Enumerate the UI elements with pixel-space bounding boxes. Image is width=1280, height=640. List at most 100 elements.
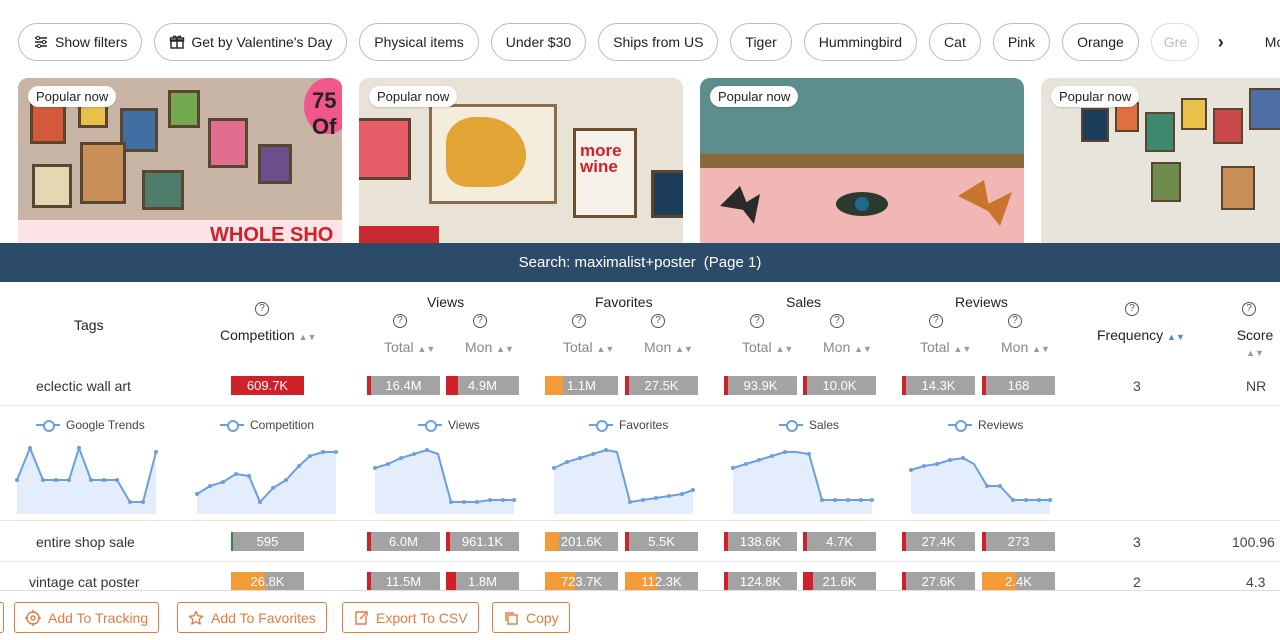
- legend-google-trends: Google Trends: [36, 418, 145, 432]
- export-csv-button[interactable]: Export To CSV: [342, 602, 479, 633]
- bar-accent: [803, 376, 807, 395]
- legend-marker-icon: [589, 420, 613, 432]
- sort-arrows-icon: ▲▼: [1032, 344, 1050, 354]
- sub-label: Mon: [823, 339, 851, 355]
- sort-arrows-icon: ▲▼: [1246, 348, 1264, 358]
- fav-total-bar: 723.7K: [545, 572, 618, 590]
- green-chip[interactable]: Gre: [1150, 23, 1199, 61]
- listing-card[interactable]: more wine Popular now: [359, 78, 683, 258]
- legend-marker-icon: [418, 420, 442, 432]
- help-icon[interactable]: ?: [1008, 314, 1022, 328]
- sort-dropdown[interactable]: Most: [1264, 34, 1280, 50]
- help-icon[interactable]: ?: [830, 314, 844, 328]
- help-icon[interactable]: ?: [1242, 302, 1256, 316]
- bar-value: 112.3K: [641, 574, 682, 589]
- bar-accent: [367, 532, 371, 551]
- legend-label: Reviews: [978, 418, 1024, 432]
- bar-value: 6.0M: [389, 534, 418, 549]
- fav-mon-sort[interactable]: Mon ▲▼: [644, 339, 693, 355]
- bar-accent: [724, 532, 728, 551]
- listing-grid: 75 Of WHOLE SHO Popular now more wine Po…: [18, 78, 1280, 258]
- bar-accent: [803, 532, 807, 551]
- rev-mon-bar: 168: [982, 376, 1055, 395]
- legend-marker-icon: [948, 420, 972, 432]
- bar-accent: [902, 532, 906, 551]
- button-label: Copy: [526, 609, 559, 626]
- chip-label: Under $30: [505, 34, 572, 50]
- bar-accent: [982, 572, 1016, 590]
- rev-total-sort[interactable]: Total ▲▼: [920, 339, 971, 355]
- help-icon[interactable]: ?: [473, 314, 487, 328]
- ships-from-us-chip[interactable]: Ships from US: [598, 23, 719, 61]
- help-icon[interactable]: ?: [929, 314, 943, 328]
- bar-accent: [625, 376, 629, 395]
- frequency-cell: 3: [1133, 378, 1141, 394]
- views-total-sort[interactable]: Total ▲▼: [384, 339, 435, 355]
- copy-button[interactable]: Copy: [492, 602, 570, 633]
- sort-arrows-icon: ▲▼: [1167, 332, 1185, 342]
- score-header[interactable]: Score ▲▼: [1230, 327, 1280, 359]
- show-filters-chip[interactable]: Show filters: [18, 23, 143, 61]
- rev-mon-sort[interactable]: Mon ▲▼: [1001, 339, 1050, 355]
- table-row[interactable]: entire shop sale 595 6.0M 961.1K 201.6K …: [0, 522, 1280, 562]
- help-icon[interactable]: ?: [750, 314, 764, 328]
- add-to-tracking-button[interactable]: Add To Tracking: [14, 602, 160, 633]
- tiger-chip[interactable]: Tiger: [730, 23, 792, 61]
- target-icon: [25, 609, 41, 626]
- bar-value: 26.8K: [250, 574, 285, 589]
- frequency-header[interactable]: Frequency ▲▼: [1097, 327, 1185, 343]
- pink-chip[interactable]: Pink: [992, 23, 1051, 61]
- cut-off-button[interactable]: [0, 602, 4, 633]
- under-30-chip[interactable]: Under $30: [490, 23, 587, 61]
- sub-label: Total: [563, 339, 593, 355]
- bar-value: 2.4K: [1005, 574, 1032, 589]
- art-text: more wine: [573, 128, 637, 218]
- help-icon[interactable]: ?: [1125, 302, 1139, 316]
- sort-arrows-icon: ▲▼: [596, 344, 615, 354]
- sales-total-sort[interactable]: Total ▲▼: [742, 339, 793, 355]
- copy-icon: [505, 611, 518, 625]
- help-icon[interactable]: ?: [393, 314, 407, 328]
- score-cell: 4.3: [1246, 574, 1266, 590]
- table-row[interactable]: eclectic wall art 609.7K 16.4M 4.9M 1.1M…: [0, 366, 1280, 406]
- fav-total-sort[interactable]: Total ▲▼: [563, 339, 614, 355]
- bar-accent: [625, 532, 629, 551]
- help-icon[interactable]: ?: [651, 314, 665, 328]
- tag-cell: eclectic wall art: [36, 378, 131, 394]
- chevron-right-icon[interactable]: ›: [1217, 31, 1224, 52]
- fav-mon-bar: 27.5K: [625, 376, 698, 395]
- hummingbird-chip[interactable]: Hummingbird: [803, 23, 918, 61]
- bar-accent: [446, 572, 456, 590]
- legend-marker-icon: [779, 420, 803, 432]
- chip-label: Cat: [944, 34, 966, 50]
- help-icon[interactable]: ?: [572, 314, 586, 328]
- table-row[interactable]: vintage cat poster 26.8K 11.5M 1.8M 723.…: [0, 562, 1280, 590]
- chip-label: Get by Valentine's Day: [191, 34, 333, 50]
- bar-accent: [724, 376, 728, 395]
- help-icon[interactable]: ?: [255, 302, 269, 316]
- listing-card[interactable]: Popular now: [1041, 78, 1280, 258]
- bar-accent: [902, 376, 906, 395]
- bar-accent: [902, 572, 906, 590]
- views-sparkline: [373, 448, 516, 514]
- bar-accent: [231, 532, 233, 551]
- views-mon-sort[interactable]: Mon ▲▼: [465, 339, 514, 355]
- competition-header[interactable]: Competition ▲▼: [220, 327, 316, 343]
- popular-now-badge: Popular now: [1051, 86, 1140, 107]
- keyword-table: Tags ? Competition ▲▼ Views Favorites Sa…: [0, 282, 1280, 590]
- valentines-chip[interactable]: Get by Valentine's Day: [154, 23, 348, 61]
- fav-total-bar: 1.1M: [545, 376, 618, 395]
- add-to-favorites-button[interactable]: Add To Favorites: [177, 602, 327, 633]
- action-toolbar: Add To Tracking Add To Favorites Export …: [0, 590, 1280, 640]
- listing-card[interactable]: Popular now: [700, 78, 1024, 258]
- legend-views: Views: [418, 418, 480, 432]
- bar-value: 138.6K: [739, 534, 782, 549]
- score-cell: NR: [1246, 378, 1267, 394]
- legend-label: Views: [448, 418, 480, 432]
- orange-chip[interactable]: Orange: [1062, 23, 1139, 61]
- physical-items-chip[interactable]: Physical items: [359, 23, 479, 61]
- chip-label: Hummingbird: [818, 34, 903, 50]
- listing-card[interactable]: 75 Of WHOLE SHO Popular now: [18, 78, 342, 258]
- sales-mon-sort[interactable]: Mon ▲▼: [823, 339, 872, 355]
- cat-chip[interactable]: Cat: [929, 23, 981, 61]
